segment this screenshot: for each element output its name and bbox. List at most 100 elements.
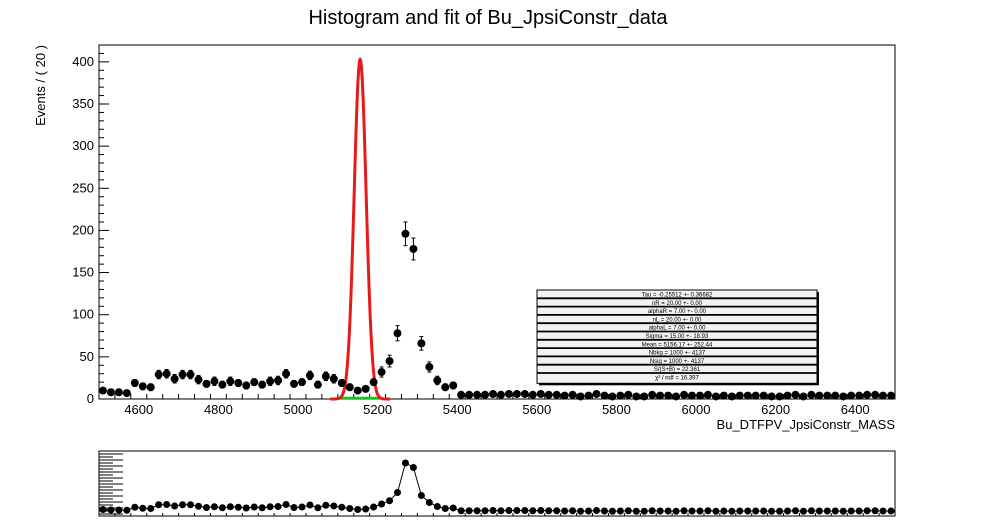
data-point — [122, 389, 131, 398]
pull-point — [242, 504, 250, 512]
pull-point — [847, 507, 855, 515]
data-point — [473, 390, 482, 399]
data-point — [528, 390, 537, 399]
stats-line: Nsig = 1000 +- 4137 — [650, 359, 705, 365]
data-point — [695, 391, 704, 400]
data-point — [711, 392, 720, 401]
pull-point — [561, 507, 569, 515]
data-point — [887, 391, 896, 400]
data-point — [855, 391, 864, 400]
data-point — [250, 378, 259, 387]
pull-point — [815, 507, 823, 515]
data-point — [258, 380, 267, 389]
pull-point — [863, 507, 871, 515]
pull-point — [632, 507, 640, 515]
data-point — [504, 389, 513, 398]
stats-line: Mean = 5156.17 +- 252.44 — [642, 342, 713, 348]
pull-point — [752, 507, 760, 515]
y-tick-label: 50 — [80, 349, 94, 364]
pull-point — [855, 507, 863, 515]
data-point — [465, 390, 474, 399]
data-point — [266, 377, 275, 386]
pull-point — [187, 501, 195, 509]
pull-point — [210, 503, 218, 511]
pull-point — [823, 507, 831, 515]
data-point — [234, 378, 243, 387]
pull-point — [529, 507, 537, 515]
data-point — [767, 392, 776, 401]
pull-point — [282, 501, 290, 508]
x-tick-label: 6400 — [841, 402, 870, 417]
data-point — [799, 392, 808, 401]
data-point — [719, 391, 728, 400]
pull-point — [330, 502, 338, 510]
pull-point — [179, 501, 187, 509]
pull-point — [505, 507, 513, 514]
stats-line: nR = 20.00 +- 0.00 — [652, 301, 703, 307]
pull-point — [656, 507, 664, 515]
data-point — [751, 391, 760, 400]
pull-point — [521, 507, 529, 514]
data-point — [648, 390, 657, 399]
pull-point — [720, 507, 728, 515]
pull-point — [99, 506, 107, 513]
pull-point — [139, 504, 147, 512]
pull-point — [680, 507, 688, 515]
pull-point — [569, 507, 577, 515]
pull-point — [577, 507, 585, 515]
data-point — [823, 391, 832, 400]
data-point — [489, 389, 498, 398]
data-point — [114, 388, 123, 397]
data-point — [106, 388, 115, 397]
data-point — [783, 391, 792, 400]
y-tick-label: 300 — [72, 138, 94, 153]
data-point — [640, 392, 649, 401]
pull-point — [290, 504, 298, 511]
data-point — [608, 392, 617, 401]
pull-point — [696, 507, 704, 515]
data-point — [130, 378, 139, 387]
data-point — [560, 391, 569, 400]
stats-line: nL = 20.00 +- 0.00 — [653, 317, 702, 323]
x-tick-label: 4800 — [204, 402, 233, 417]
stats-line: S/(S+B) = 22.361 — [654, 367, 701, 373]
pull-point — [776, 507, 784, 515]
main-axis-tick-labels: 4600 4800 5000 5200 5400 5600 5800 6000 6200 6400… — [72, 54, 869, 417]
pull-point — [879, 507, 887, 515]
data-point — [791, 390, 800, 399]
data-point — [743, 391, 752, 400]
y-tick-label: 350 — [72, 96, 94, 111]
data-point — [282, 369, 291, 378]
pull-point — [354, 506, 362, 513]
pull-point — [394, 489, 401, 496]
x-tick-label: 4600 — [124, 402, 153, 417]
pull-point — [362, 505, 370, 513]
data-point — [154, 370, 163, 379]
data-point — [337, 378, 346, 387]
stats-line: Tau = -0.25512 +- 0.36682 — [642, 293, 713, 299]
total-fit-curve — [330, 57, 391, 401]
pull-axis-ticks — [98, 453, 896, 516]
data-point — [457, 390, 466, 399]
x-tick-label: 5800 — [602, 402, 631, 417]
pull-point — [585, 507, 593, 515]
data-point — [520, 389, 529, 398]
pull-point — [234, 503, 242, 511]
pull-point — [736, 507, 744, 515]
pull-point — [616, 507, 624, 515]
data-point — [385, 357, 394, 366]
stats-line: alphaL = 7.00 +- 0.00 — [649, 326, 706, 332]
data-point — [290, 379, 299, 388]
pull-point — [202, 504, 210, 511]
data-point — [656, 391, 665, 400]
pull-point — [115, 506, 123, 514]
pull-point — [457, 507, 465, 515]
data-point — [313, 380, 322, 389]
data-point — [194, 375, 203, 384]
data-point — [218, 380, 227, 389]
pull-point — [370, 503, 378, 511]
data-point — [178, 370, 187, 379]
pull-point — [672, 507, 680, 515]
data-point — [863, 390, 872, 399]
pull-point — [545, 507, 553, 515]
